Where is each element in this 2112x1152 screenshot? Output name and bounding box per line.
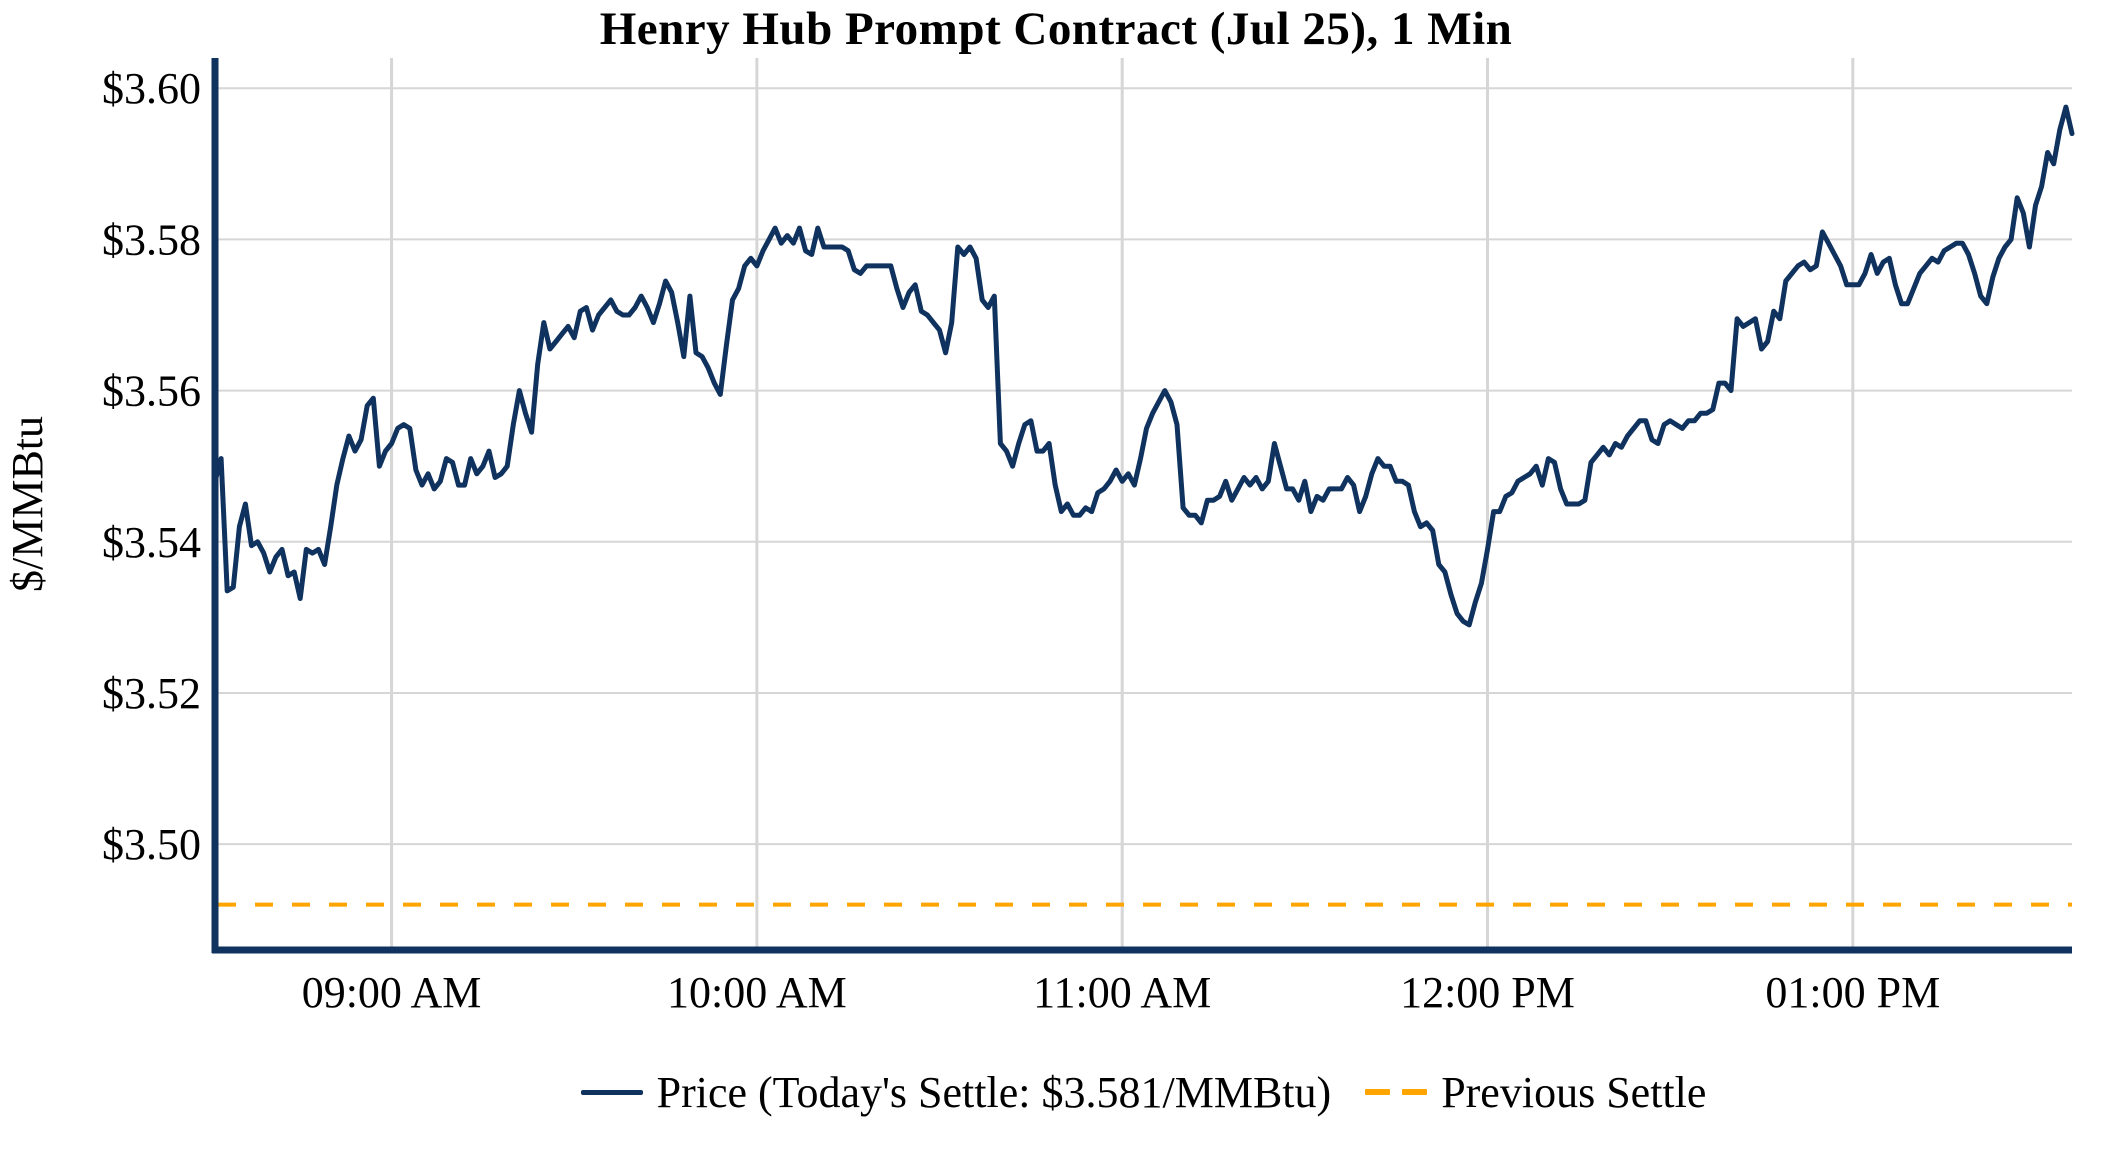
chart-title: Henry Hub Prompt Contract (Jul 25), 1 Mi… [599,3,1513,55]
y-tick-label: $3.54 [102,518,201,567]
y-tick-label: $3.56 [102,367,201,416]
price-legend-label: Price (Today's Settle: $3.581/MMBtu) [656,1067,1332,1117]
gridlines [217,58,2072,948]
y-axis-label: $/MMBtu [3,416,52,592]
y-tick-label: $3.52 [102,669,201,718]
y-tick-label: $3.50 [102,820,201,869]
chart-legend: Price (Today's Settle: $3.581/MMBtu) Pre… [215,1060,2072,1124]
price-line [212,104,2075,628]
x-tick-label: 11:00 AM [1033,968,1211,1017]
x-tick-label: 01:00 PM [1765,968,1940,1017]
dash-icon [1365,1089,1391,1095]
x-tick-label: 12:00 PM [1400,968,1575,1017]
x-tick-label: 10:00 AM [667,968,847,1017]
previous-settle-legend-label: Previous Settle [1441,1067,1707,1117]
x-tick-label: 09:00 AM [302,968,482,1017]
price-line-swatch [580,1089,643,1095]
previous-settle-swatch [1365,1089,1428,1095]
y-tick-label: $3.60 [102,64,201,113]
y-tick-label: $3.58 [102,215,201,264]
dash-icon [1402,1089,1428,1095]
